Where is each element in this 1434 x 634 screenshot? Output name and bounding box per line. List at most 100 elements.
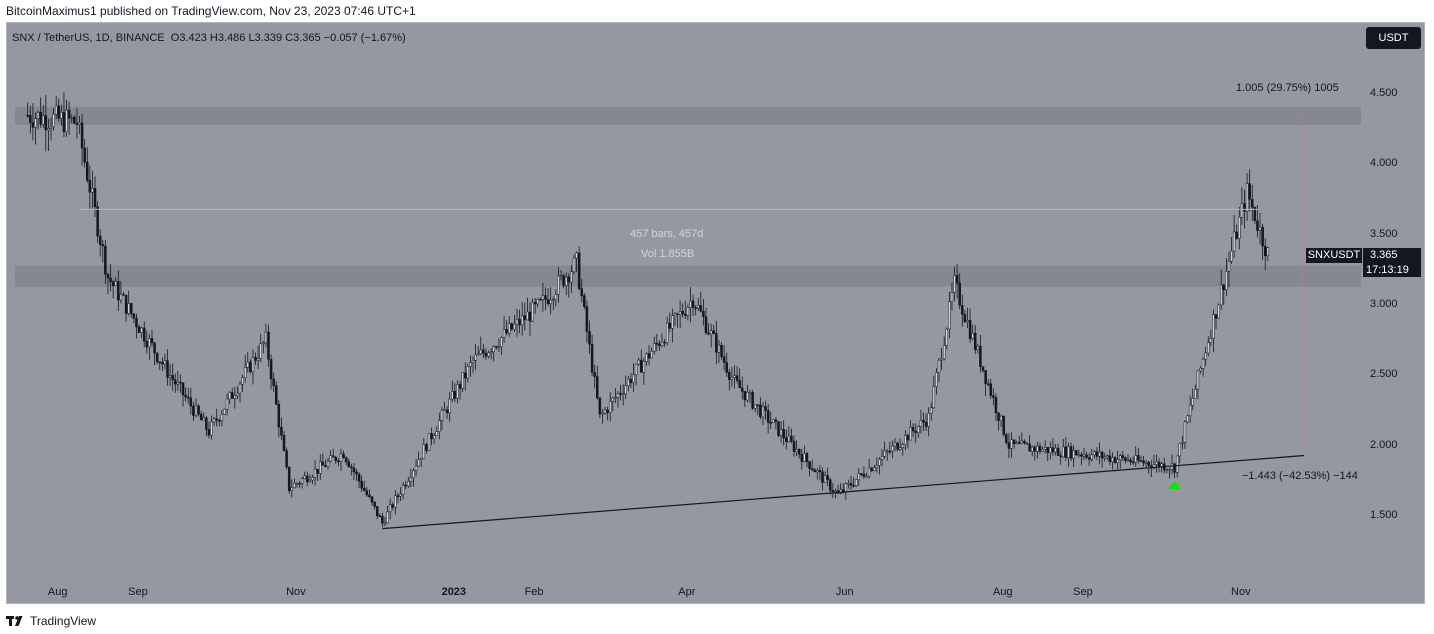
candle-body xyxy=(570,271,573,283)
candle xyxy=(536,297,539,308)
candle-body xyxy=(1069,446,1073,459)
candle xyxy=(192,401,195,421)
candle-body xyxy=(337,460,340,463)
candle xyxy=(805,451,809,468)
candle-body xyxy=(655,342,659,345)
candle-body xyxy=(1199,367,1202,372)
candle xyxy=(945,327,949,350)
candle-body xyxy=(207,429,211,436)
candle-body xyxy=(153,342,156,354)
candle xyxy=(917,425,920,438)
price-tick: 1.500 xyxy=(1370,509,1398,521)
candle-body xyxy=(992,395,995,398)
candle-body xyxy=(1106,455,1109,458)
candle-body xyxy=(425,444,428,451)
candle-body xyxy=(344,457,348,462)
candle xyxy=(803,445,806,463)
candle-body xyxy=(407,481,410,487)
candle-body xyxy=(326,460,330,467)
candle xyxy=(813,467,816,473)
candle xyxy=(559,269,563,281)
candle-body xyxy=(650,351,653,359)
candle xyxy=(487,350,490,359)
candle xyxy=(624,375,627,399)
candle-body xyxy=(1204,352,1207,360)
candle xyxy=(1038,442,1042,455)
candle-body xyxy=(186,396,190,399)
candle-body xyxy=(596,376,599,398)
price-tick: 3.000 xyxy=(1370,298,1398,310)
candle xyxy=(694,305,697,316)
candle-body xyxy=(948,301,951,330)
candle-body xyxy=(114,281,117,286)
candle xyxy=(445,406,449,419)
candle xyxy=(888,441,892,455)
candle-body xyxy=(482,349,485,354)
candle xyxy=(901,442,905,456)
candle-body xyxy=(365,490,369,496)
candle-body xyxy=(119,294,123,301)
candle-body xyxy=(1173,463,1176,473)
candle-body xyxy=(1219,284,1223,306)
candle-body xyxy=(396,495,400,498)
candle-body xyxy=(834,490,837,493)
candle-body xyxy=(746,392,749,401)
candle xyxy=(83,139,86,168)
candle-body xyxy=(541,295,545,300)
candle xyxy=(104,239,107,285)
candlestick-series xyxy=(26,92,1270,528)
candle xyxy=(911,423,915,438)
low-value: 3.339 xyxy=(254,32,283,44)
candle-body xyxy=(852,485,855,487)
candle-body xyxy=(779,429,783,436)
candle-body xyxy=(122,294,125,296)
candle-body xyxy=(691,300,695,308)
candle xyxy=(1162,457,1166,474)
candle-body xyxy=(981,366,985,371)
candle xyxy=(254,352,257,365)
candle-body xyxy=(1248,183,1251,200)
candle-body xyxy=(994,397,998,413)
candle xyxy=(1266,247,1270,261)
price-chart[interactable] xyxy=(7,23,1361,580)
candle xyxy=(300,476,304,489)
candle xyxy=(1232,214,1236,259)
candle-body xyxy=(696,305,700,309)
candle-body xyxy=(70,116,73,119)
candle-body xyxy=(1227,260,1231,272)
candle xyxy=(552,296,555,310)
symbol-title[interactable]: SNX / TetherUS, 1D, BINANCE xyxy=(12,32,165,44)
candle xyxy=(823,471,827,483)
candle xyxy=(733,365,736,389)
candle-body xyxy=(919,420,923,427)
candle-body xyxy=(1036,445,1039,452)
candle-body xyxy=(748,392,752,394)
candle-body xyxy=(29,115,32,123)
candle-body xyxy=(505,329,508,334)
candle xyxy=(303,471,306,480)
symbol-legend[interactable]: SNX / TetherUS, 1D, BINANCE O3.423 H3.48… xyxy=(12,32,406,44)
candle-body xyxy=(381,515,384,524)
candle xyxy=(432,432,436,444)
candle xyxy=(466,363,470,383)
candle-body xyxy=(544,295,547,300)
candle-body xyxy=(228,392,231,400)
candle xyxy=(1121,451,1125,462)
candle xyxy=(352,463,356,481)
candle-body xyxy=(316,468,319,474)
candle xyxy=(202,412,206,421)
currency-button[interactable]: USDT xyxy=(1366,27,1421,49)
time-tick: Aug xyxy=(992,586,1013,598)
candle xyxy=(114,277,117,287)
candle-body xyxy=(394,495,397,508)
zone-1 xyxy=(15,265,1361,287)
candle-body xyxy=(34,118,37,128)
candle-body xyxy=(1002,415,1005,435)
candle-body xyxy=(166,360,169,378)
candle-body xyxy=(342,453,345,459)
candle-body xyxy=(774,419,778,422)
candle xyxy=(557,267,560,303)
candle-body xyxy=(857,473,861,480)
candle-body xyxy=(256,358,260,361)
candle xyxy=(1129,457,1132,466)
